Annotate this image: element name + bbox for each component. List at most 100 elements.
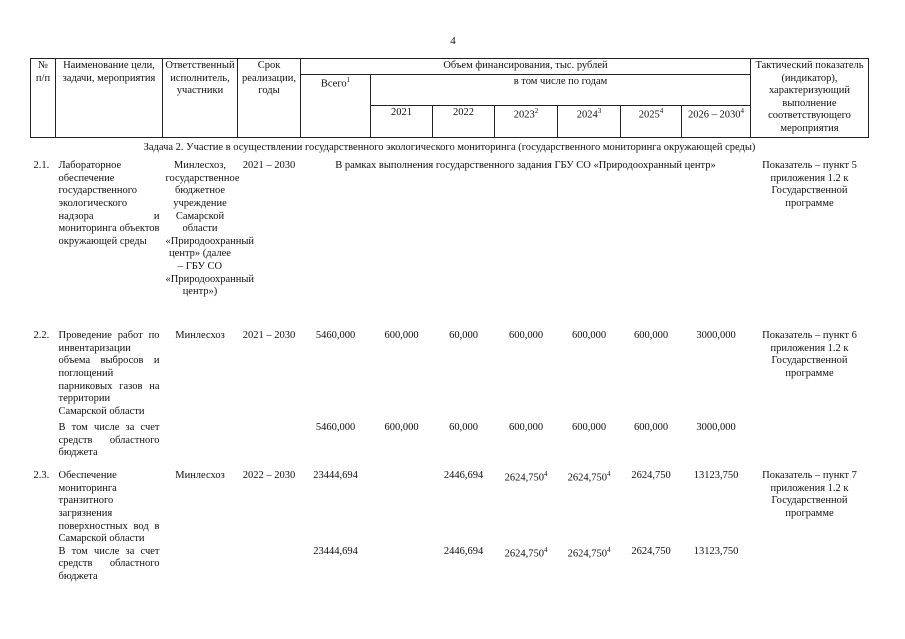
- funding-cell: 600,000: [558, 330, 621, 422]
- row-name: В том числе за счет средств областного б…: [58, 422, 160, 459]
- header-period: Срок реализации, годы: [237, 58, 301, 138]
- funding-value: 3000,000: [696, 330, 736, 342]
- funding-value: 600,000: [571, 422, 607, 434]
- table-row: В том числе за счет средств областного б…: [31, 546, 869, 596]
- funding-cell: 600,000: [495, 330, 558, 422]
- footnote: 4: [606, 470, 611, 479]
- funding-value: 600,000: [571, 330, 607, 342]
- total-label: Всего: [320, 78, 347, 90]
- funding-cell: 5460,000: [301, 330, 371, 422]
- row-period: [238, 546, 301, 596]
- funding-cell: 600,000: [371, 422, 433, 470]
- funding-cell: 2446,694: [433, 470, 495, 546]
- funding-cell: 5460,000: [301, 422, 371, 470]
- footnote: 4: [543, 545, 548, 554]
- row-executor: [163, 546, 238, 596]
- page-number: 4: [450, 35, 456, 47]
- header-year: 20254: [620, 104, 682, 138]
- funding-cell: [371, 470, 433, 546]
- funding-cell: 600,000: [558, 422, 621, 470]
- table-row: В том числе за счет средств областного б…: [31, 422, 869, 470]
- funding-value: 600,000: [384, 422, 419, 434]
- funding-value: 600,000: [508, 330, 544, 342]
- funding-value: 2624,750: [504, 472, 544, 484]
- funding-value: 600,000: [633, 330, 669, 342]
- row-name: Обеспечение мониторинга транзитного загр…: [58, 470, 160, 545]
- funding-cell: 60,000: [433, 330, 495, 422]
- funding-cell: 600,000: [495, 422, 558, 470]
- row-num: [31, 422, 56, 470]
- funding-cell: 2624,7504: [558, 546, 621, 596]
- funding-cell: [371, 546, 433, 596]
- footnote: 4: [543, 470, 548, 479]
- year-label: 2026 – 2030: [688, 109, 741, 121]
- row-name: Лабораторное обеспечение государственног…: [58, 160, 160, 247]
- funding-value: 2624,750: [631, 545, 671, 557]
- header-year: 20243: [557, 104, 621, 138]
- header-year: 20232: [494, 104, 558, 138]
- funding-value: 2624,750: [567, 548, 607, 560]
- table-header: № п/п Наименование цели, задачи, меропри…: [30, 58, 869, 138]
- row-period: 2021 – 2030: [242, 330, 296, 342]
- funding-value: 600,000: [384, 330, 419, 342]
- header-executor: Ответственный исполнитель, участники: [162, 58, 238, 138]
- row-num: [31, 546, 56, 596]
- funding-value: 2624,750: [567, 472, 607, 484]
- row-period: 2022 – 2030: [242, 470, 296, 482]
- table-row: 2.2. Проведение работ по инвентаризации о…: [31, 330, 869, 422]
- header-indicator: Тактический показатель (индикатор), хара…: [750, 58, 869, 138]
- row-executor: Минлесхоз: [175, 470, 225, 482]
- row-name: Проведение работ по инвентаризации объем…: [58, 330, 160, 417]
- program-table: № п/п Наименование цели, задачи, меропри…: [30, 58, 869, 596]
- header-year: 2021: [370, 104, 433, 138]
- funding-value: 2446,694: [443, 470, 484, 482]
- funding-cell: 60,000: [433, 422, 495, 470]
- funding-value: 23444,694: [313, 470, 358, 482]
- funding-cell: 23444,694: [301, 470, 371, 546]
- funding-cell: 2446,694: [433, 546, 495, 596]
- year-label: 2021: [391, 106, 412, 118]
- funding-value: 13123,750: [693, 545, 739, 557]
- funding-value: 600,000: [508, 422, 544, 434]
- funding-cell: 13123,750: [682, 546, 751, 596]
- funding-value: 60,000: [449, 422, 478, 434]
- funding-cell: 600,000: [621, 422, 682, 470]
- footnote: 4: [740, 106, 745, 115]
- funding-cell: 2624,750: [621, 470, 682, 546]
- year-label: 2025: [638, 109, 660, 121]
- funding-value: 5460,000: [315, 330, 356, 342]
- footnote: 4: [606, 545, 611, 554]
- table-body: Задача 2. Участие в осуществлении госуда…: [31, 137, 869, 596]
- year-label: 2022: [453, 106, 474, 118]
- row-executor: [163, 422, 238, 470]
- header-year: 2026 – 20304: [681, 104, 751, 138]
- row-num: 2.1.: [33, 160, 50, 172]
- table-row: 2.3. Обеспечение мониторинга транзитного …: [31, 470, 869, 546]
- row-period: [238, 422, 301, 470]
- funding-cell: 2624,7504: [495, 470, 558, 546]
- row-period: 2021 – 2030: [242, 160, 296, 172]
- header-year: 2022: [432, 104, 495, 138]
- funding-cell: 2624,750: [621, 546, 682, 596]
- row-indicator: Показатель – пункт 5 приложения 1.2 к Го…: [762, 160, 857, 209]
- year-label: 2023: [513, 109, 535, 121]
- row-indicator: Показатель – пункт 6 приложения 1.2 к Го…: [762, 330, 857, 379]
- row-num: 2.2.: [33, 330, 50, 342]
- funding-value: 2624,750: [631, 470, 671, 482]
- funding-value: 60,000: [449, 330, 478, 342]
- row-name: В том числе за счет средств областного б…: [58, 545, 160, 582]
- funding-value: 5460,000: [315, 422, 356, 434]
- row-note: В рамках выполнения государственного зад…: [335, 160, 716, 172]
- footnote: 3: [597, 106, 602, 115]
- funding-cell: 2624,7504: [495, 546, 558, 596]
- header-funding: Объем финансирования, тыс. рублей: [300, 58, 751, 75]
- funding-value: 600,000: [633, 422, 669, 434]
- header-num: № п/п: [30, 58, 56, 138]
- header-total: Всего1: [300, 73, 371, 138]
- table-row: 2.1. Лабораторное обеспечение государстве…: [31, 160, 869, 330]
- funding-cell: 2624,7504: [558, 470, 621, 546]
- funding-cell: 23444,694: [301, 546, 371, 596]
- funding-cell: 3000,000: [682, 422, 751, 470]
- task-title: Задача 2. Участие в осуществлении госуда…: [143, 141, 756, 153]
